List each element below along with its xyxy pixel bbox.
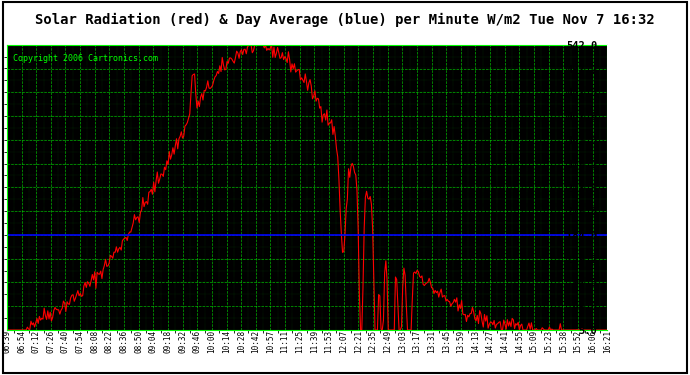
Text: 14:13: 14:13 <box>471 330 480 353</box>
Text: 15:09: 15:09 <box>529 330 538 353</box>
Text: 11:11: 11:11 <box>281 330 290 353</box>
Text: 12:21: 12:21 <box>354 330 363 353</box>
Text: 08:08: 08:08 <box>90 330 99 353</box>
Text: 07:40: 07:40 <box>61 330 70 353</box>
Text: 09:18: 09:18 <box>164 330 172 353</box>
Text: 09:04: 09:04 <box>149 330 158 353</box>
Text: 07:26: 07:26 <box>46 330 55 353</box>
Text: 11:25: 11:25 <box>295 330 304 353</box>
Text: 08:22: 08:22 <box>105 330 114 353</box>
Text: 12:07: 12:07 <box>339 330 348 353</box>
Text: 08:36: 08:36 <box>119 330 128 353</box>
Text: 09:32: 09:32 <box>178 330 187 353</box>
Text: 13:03: 13:03 <box>397 330 406 353</box>
Text: Copyright 2006 Cartronics.com: Copyright 2006 Cartronics.com <box>13 54 158 63</box>
Text: 13:59: 13:59 <box>456 330 465 353</box>
Text: 13:45: 13:45 <box>442 330 451 353</box>
Text: 10:14: 10:14 <box>222 330 231 353</box>
Text: 10:28: 10:28 <box>237 330 246 353</box>
Text: 14:27: 14:27 <box>486 330 495 353</box>
Text: 12:49: 12:49 <box>383 330 392 353</box>
Text: 08:50: 08:50 <box>134 330 143 353</box>
Text: 15:38: 15:38 <box>559 330 568 353</box>
Text: 14:41: 14:41 <box>500 330 509 353</box>
Text: 10:57: 10:57 <box>266 330 275 353</box>
Text: Solar Radiation (red) & Day Average (blue) per Minute W/m2 Tue Nov 7 16:32: Solar Radiation (red) & Day Average (blu… <box>35 13 655 27</box>
Text: 07:12: 07:12 <box>32 330 41 353</box>
Text: 11:53: 11:53 <box>324 330 333 353</box>
Text: 15:52: 15:52 <box>573 330 582 353</box>
Text: 13:31: 13:31 <box>427 330 436 353</box>
Text: 16:21: 16:21 <box>602 330 612 353</box>
Text: 16:06: 16:06 <box>588 330 597 353</box>
Text: 06:54: 06:54 <box>17 330 26 353</box>
Text: 10:00: 10:00 <box>208 330 217 353</box>
Text: 06:39: 06:39 <box>2 330 12 353</box>
Text: 15:23: 15:23 <box>544 330 553 353</box>
Text: 10:42: 10:42 <box>251 330 260 353</box>
Text: 07:54: 07:54 <box>76 330 85 353</box>
Text: 14:55: 14:55 <box>515 330 524 353</box>
Text: 11:39: 11:39 <box>310 330 319 353</box>
Text: 09:46: 09:46 <box>193 330 201 353</box>
Text: 13:17: 13:17 <box>413 330 422 353</box>
Text: 12:35: 12:35 <box>368 330 377 353</box>
